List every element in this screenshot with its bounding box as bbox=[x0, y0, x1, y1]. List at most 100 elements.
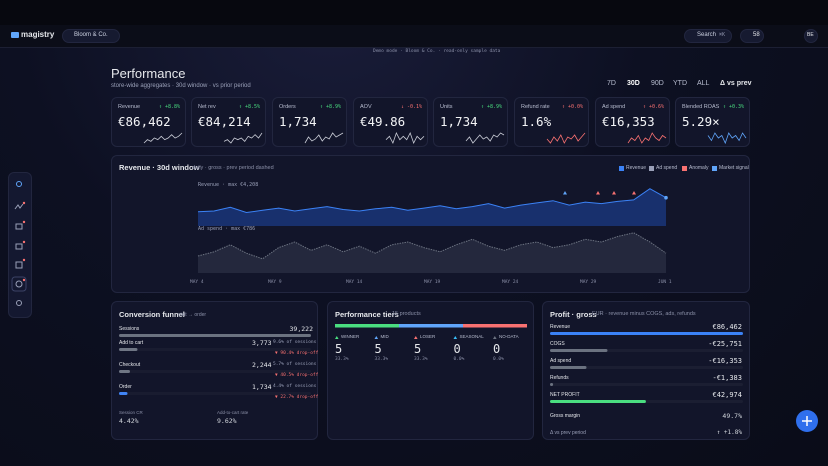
nav-icon[interactable] bbox=[15, 261, 23, 269]
nav-icon[interactable] bbox=[15, 243, 23, 250]
sparkline bbox=[143, 132, 183, 144]
tier-share: 33.3% bbox=[335, 357, 349, 362]
ad-spend-label: Ad spend · max €786 bbox=[198, 226, 256, 232]
profit-bar bbox=[550, 400, 646, 403]
legend-item: Market signal bbox=[712, 166, 749, 171]
chart-subtitle: daily · gross · prev period dashed bbox=[192, 165, 274, 171]
profit-row-value: €86,462 bbox=[712, 323, 742, 331]
compare-toggle[interactable]: Δ vs prev bbox=[720, 80, 752, 87]
nav-icon[interactable] bbox=[16, 300, 22, 306]
profit-row-value: -€1,383 bbox=[712, 374, 742, 382]
profit-track bbox=[550, 366, 743, 369]
tier-name: NO-DATA bbox=[499, 334, 519, 339]
profit-row-value: -€16,353 bbox=[708, 357, 742, 365]
profit-row-name: Ad spend bbox=[550, 358, 572, 364]
stage-name: Add to cart bbox=[119, 340, 144, 346]
range-button[interactable]: 7D bbox=[607, 80, 616, 87]
topbar bbox=[0, 25, 828, 48]
kpi-card: Units ↑ +8.9% 1,734 bbox=[433, 97, 508, 147]
tier-count: 0 bbox=[493, 342, 501, 356]
kpi-value: 1,734 bbox=[440, 114, 478, 129]
store-select[interactable] bbox=[62, 29, 120, 43]
x-label: MAY 19 bbox=[424, 280, 441, 285]
avatar-initials: BE bbox=[807, 32, 814, 38]
kpi-label: Net rev bbox=[198, 104, 216, 110]
fab[interactable] bbox=[796, 410, 818, 432]
search-box[interactable] bbox=[684, 29, 732, 43]
anomaly-marker bbox=[596, 191, 600, 195]
range-button[interactable]: YTD bbox=[673, 80, 687, 87]
profit-row-name: NET PROFIT bbox=[550, 392, 580, 398]
tier-name: SEASONAL bbox=[459, 334, 484, 339]
tier-name: WINNER bbox=[341, 334, 360, 339]
tier-share: 0.0% bbox=[453, 357, 465, 362]
ad_spend-area bbox=[198, 232, 666, 273]
ad_spend-line bbox=[197, 232, 667, 260]
tier-icon bbox=[453, 336, 458, 339]
kpi-card: Orders ↑ +8.9% 1,734 bbox=[272, 97, 347, 147]
sidebar bbox=[8, 172, 32, 318]
tier-count: 5 bbox=[414, 342, 422, 356]
graphic bbox=[707, 132, 747, 145]
kpi-card: Refund rate ↑ +0.0% 1.6% bbox=[514, 97, 589, 147]
panel-title: Profit · gross bbox=[550, 310, 597, 319]
panel-subtitle: visit → order bbox=[178, 312, 207, 318]
anomaly-marker bbox=[563, 191, 567, 195]
kpi-delta: ↑ +8.8% bbox=[158, 104, 180, 110]
search-shortcut: ⌘K bbox=[719, 32, 726, 38]
graphic bbox=[546, 132, 586, 144]
graphic bbox=[197, 188, 668, 273]
notifications[interactable] bbox=[740, 29, 764, 43]
range-button[interactable]: 30D bbox=[627, 80, 640, 87]
graphic bbox=[465, 132, 505, 144]
graphic bbox=[550, 332, 743, 403]
avatar[interactable] bbox=[804, 29, 818, 43]
kpi-value: 1,734 bbox=[279, 114, 317, 129]
kpi-delta: ↑ +8.9% bbox=[480, 104, 502, 110]
x-label: MAY 24 bbox=[502, 280, 519, 285]
page-title: Performance bbox=[111, 66, 186, 81]
profit-bar bbox=[550, 366, 587, 369]
graphic bbox=[304, 132, 344, 144]
kpi-card: AOV ↓ -0.1% €49.86 bbox=[353, 97, 428, 147]
kpi-label: Blended ROAS bbox=[682, 104, 720, 110]
funnel-panel: Conversion funnel visit → order Sessions 39… bbox=[111, 301, 318, 440]
kpi-delta: ↑ +8.9% bbox=[319, 104, 341, 110]
top-strip bbox=[0, 0, 828, 25]
tier-name: LOSER bbox=[420, 334, 436, 339]
demo-banner: Demo mode · Bloom & Co. · read-only samp… bbox=[373, 49, 501, 54]
profit-bar bbox=[550, 349, 608, 352]
anomaly-marker bbox=[612, 191, 616, 195]
profit-panel: Profit · gross EUR · revenue minus COGS, … bbox=[542, 301, 750, 440]
nav-icon[interactable] bbox=[16, 181, 22, 187]
nav-icon[interactable] bbox=[15, 280, 23, 288]
kpi-card: Net rev ↑ +8.5% €84,214 bbox=[191, 97, 266, 147]
anomaly-marker bbox=[632, 191, 636, 195]
tier-count: 5 bbox=[374, 342, 382, 356]
stage-value: 3,773 bbox=[252, 339, 272, 347]
stage-drop: ▼ 40.5% drop-off bbox=[275, 373, 319, 378]
tiers-panel: Performance tiers 15 products WINNER 5 33.3%… bbox=[327, 301, 534, 440]
kpi-label: Orders bbox=[279, 104, 296, 110]
profit-bar bbox=[550, 383, 554, 386]
nav-icon[interactable] bbox=[15, 223, 23, 230]
tier-share: 33.3% bbox=[414, 357, 428, 362]
stat-label: Session CR bbox=[119, 410, 143, 415]
range-button[interactable]: ALL bbox=[697, 80, 710, 87]
kpi-value: €16,353 bbox=[602, 114, 655, 129]
range-button[interactable]: 90D bbox=[651, 80, 664, 87]
graphic bbox=[119, 334, 311, 395]
stage-value: 2,244 bbox=[252, 361, 272, 369]
stage-value: 39,222 bbox=[289, 325, 313, 333]
stage-share: 5.7% of sessions bbox=[273, 362, 317, 367]
margin-value: 49.7% bbox=[722, 412, 742, 420]
search-label: Search bbox=[697, 32, 717, 38]
tier-segment bbox=[463, 324, 527, 328]
kpi-label: AOV bbox=[360, 104, 372, 110]
kpi-label: Refund rate bbox=[521, 104, 550, 110]
chart-title: Revenue · 30d window bbox=[119, 163, 200, 172]
x-label: MAY 4 bbox=[190, 280, 204, 285]
stat-value: 9.62% bbox=[217, 417, 237, 425]
nav-icon[interactable] bbox=[14, 203, 24, 210]
